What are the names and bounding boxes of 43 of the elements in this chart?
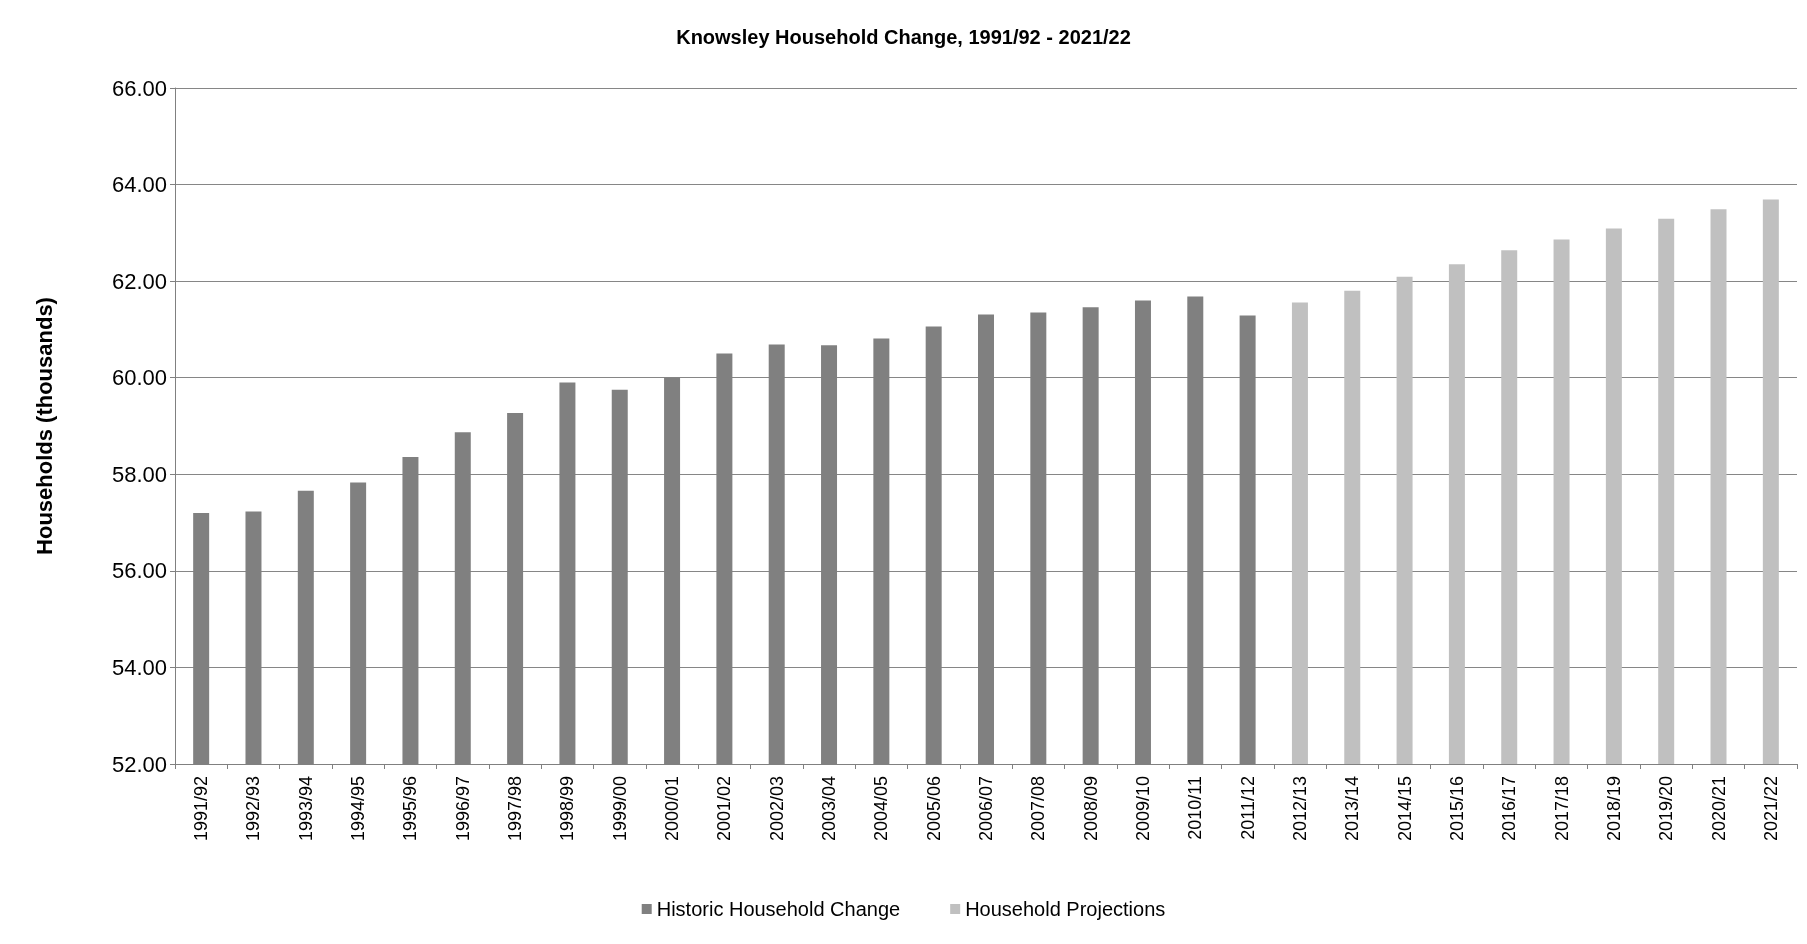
y-tick-label: 62.00 (111, 268, 167, 294)
x-tick-label: 1998/99 (557, 776, 578, 842)
x-tick-label: 2009/10 (1132, 776, 1153, 842)
legend-label: Historic Household Change (656, 898, 901, 920)
y-tick-label: 58.00 (111, 461, 167, 487)
x-tick-label: 2010/11 (1185, 776, 1206, 840)
y-tick-label: 54.00 (111, 654, 167, 680)
x-tick-label: 2008/09 (1080, 776, 1101, 842)
x-tick-label: 1999/00 (609, 776, 630, 842)
x-tick-label: 2007/08 (1028, 776, 1049, 842)
x-tick-label: 2021/22 (1760, 776, 1781, 842)
x-tick-label: 2002/03 (766, 776, 787, 842)
x-tick-label: 2018/19 (1603, 776, 1624, 842)
y-tick-label: 60.00 (111, 365, 167, 391)
x-tick-label: 2013/14 (1342, 776, 1363, 842)
x-tick-label: 2017/18 (1551, 776, 1572, 842)
x-tick-label: 2001/02 (714, 776, 735, 842)
y-axis-title: Households (thousands) (31, 297, 57, 555)
x-tick-label: 1994/95 (348, 776, 369, 842)
y-tick-label: 66.00 (111, 75, 167, 101)
x-tick-label: 1995/96 (400, 776, 421, 842)
x-tick-label: 1993/94 (295, 776, 316, 842)
y-tick-label: 56.00 (111, 558, 167, 584)
x-tick-label: 2004/05 (871, 776, 892, 842)
x-tick-label: 2012/13 (1289, 776, 1310, 842)
x-tick-label: 2015/16 (1446, 776, 1467, 842)
x-tick-label: 2006/07 (976, 776, 996, 842)
x-tick-label: 1996/97 (452, 776, 473, 842)
chart-title: Knowsley Household Change, 1991/92 - 2021/22 (676, 26, 1131, 48)
legend-label: Household Projections (965, 898, 1166, 920)
x-tick-label: 2005/06 (923, 776, 944, 842)
x-tick-label: 1991/92 (191, 776, 212, 842)
x-tick-label: 1992/93 (243, 776, 264, 842)
y-tick-label: 64.00 (111, 172, 167, 198)
y-tick-label: 52.00 (111, 751, 167, 777)
x-tick-label: 2000/01 (662, 776, 683, 842)
x-tick-label: 2003/04 (819, 776, 840, 842)
x-tick-label: 2011/12 (1237, 776, 1258, 840)
x-tick-label: 2019/20 (1656, 776, 1677, 842)
x-tick-label: 2020/21 (1708, 776, 1729, 842)
x-tick-label: 2014/15 (1394, 776, 1415, 842)
x-tick-label: 2016/17 (1499, 776, 1520, 842)
x-tick-label: 1997/98 (505, 776, 526, 842)
